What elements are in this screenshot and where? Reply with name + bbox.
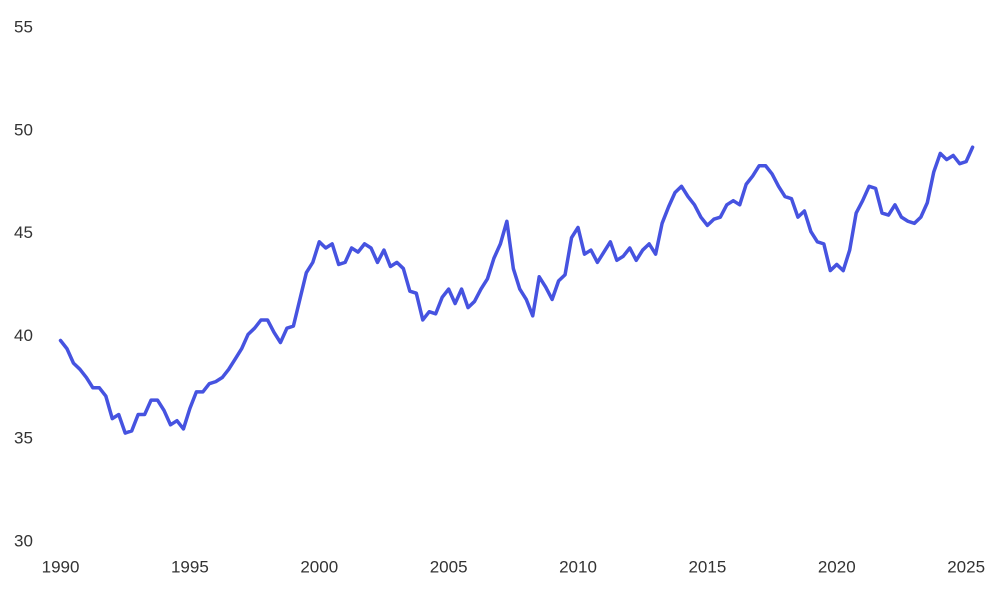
data-line [58,145,975,435]
y-tick-label: 45 [14,223,33,242]
x-tick-label: 2000 [300,557,338,576]
x-tick-label: 1990 [42,557,80,576]
y-tick-label: 35 [14,429,33,448]
x-tick-label: 2010 [559,557,597,576]
x-tick-label: 2025 [947,557,985,576]
y-tick-label: 50 [14,120,33,139]
y-tick-label: 55 [14,17,33,36]
x-tick-label: 2015 [688,557,726,576]
y-tick-label: 40 [14,326,33,345]
x-tick-label: 1995 [171,557,209,576]
y-tick-label: 30 [14,531,33,550]
x-tick-label: 2020 [818,557,856,576]
x-tick-label: 2005 [430,557,468,576]
